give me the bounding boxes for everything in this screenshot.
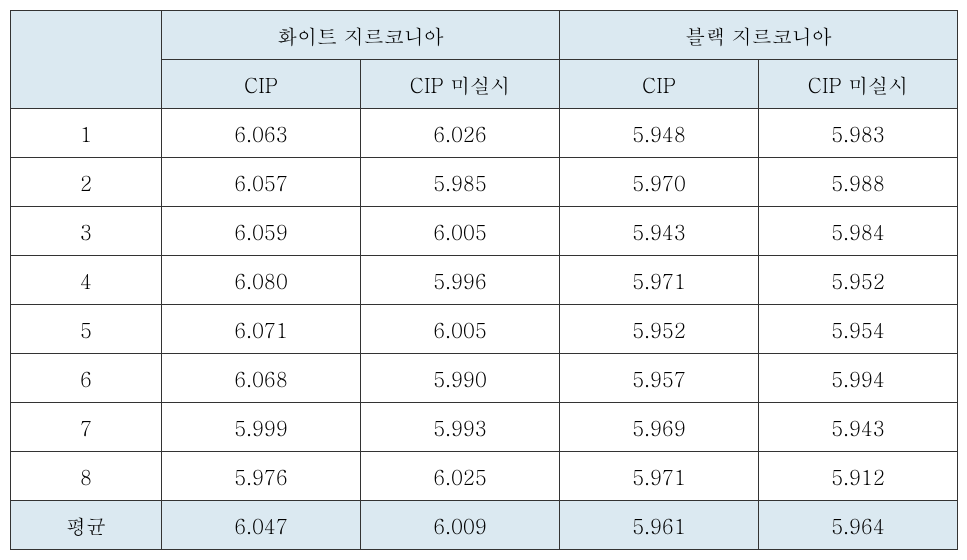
data-cell: 6.068 (162, 354, 361, 403)
table-row: 5 6.071 6.005 5.952 5.954 (11, 305, 958, 354)
data-cell: 6.063 (162, 109, 361, 158)
row-label: 1 (11, 109, 162, 158)
mean-cell: 6.047 (162, 501, 361, 550)
data-cell: 6.005 (361, 305, 560, 354)
data-cell: 6.059 (162, 207, 361, 256)
sub-header-nocip-black: CIP 미실시 (759, 60, 958, 109)
data-cell: 5.984 (759, 207, 958, 256)
row-label: 4 (11, 256, 162, 305)
data-cell: 5.988 (759, 158, 958, 207)
data-cell: 6.005 (361, 207, 560, 256)
data-cell: 5.999 (162, 403, 361, 452)
data-cell: 6.025 (361, 452, 560, 501)
data-cell: 5.990 (361, 354, 560, 403)
data-cell: 5.954 (759, 305, 958, 354)
data-cell: 6.057 (162, 158, 361, 207)
data-cell: 5.952 (759, 256, 958, 305)
row-label: 3 (11, 207, 162, 256)
table-row: 2 6.057 5.985 5.970 5.988 (11, 158, 958, 207)
data-cell: 5.948 (560, 109, 759, 158)
data-cell: 5.971 (560, 256, 759, 305)
table-row: 7 5.999 5.993 5.969 5.943 (11, 403, 958, 452)
data-cell: 5.996 (361, 256, 560, 305)
data-cell: 5.994 (759, 354, 958, 403)
data-cell: 5.993 (361, 403, 560, 452)
group-header-row: 화이트 지르코니아 블랙 지르코니아 (11, 11, 958, 60)
sub-header-cip-black: CIP (560, 60, 759, 109)
data-cell: 5.943 (759, 403, 958, 452)
data-cell: 5.983 (759, 109, 958, 158)
zirconia-data-table: 화이트 지르코니아 블랙 지르코니아 CIP CIP 미실시 CIP CIP 미… (10, 10, 958, 550)
group-header-black: 블랙 지르코니아 (560, 11, 958, 60)
table-row: 3 6.059 6.005 5.943 5.984 (11, 207, 958, 256)
mean-label: 평균 (11, 501, 162, 550)
mean-cell: 5.961 (560, 501, 759, 550)
row-label: 2 (11, 158, 162, 207)
data-cell: 5.957 (560, 354, 759, 403)
data-cell: 5.912 (759, 452, 958, 501)
row-label: 5 (11, 305, 162, 354)
data-cell: 5.943 (560, 207, 759, 256)
table-row: 6 6.068 5.990 5.957 5.994 (11, 354, 958, 403)
data-cell: 6.026 (361, 109, 560, 158)
mean-row: 평균 6.047 6.009 5.961 5.964 (11, 501, 958, 550)
sub-header-nocip-white: CIP 미실시 (361, 60, 560, 109)
table-body: 1 6.063 6.026 5.948 5.983 2 6.057 5.985 … (11, 109, 958, 550)
empty-header (11, 11, 162, 109)
data-cell: 5.969 (560, 403, 759, 452)
data-cell: 5.971 (560, 452, 759, 501)
row-label: 7 (11, 403, 162, 452)
mean-cell: 6.009 (361, 501, 560, 550)
group-header-white: 화이트 지르코니아 (162, 11, 560, 60)
data-cell: 5.970 (560, 158, 759, 207)
table-row: 8 5.976 6.025 5.971 5.912 (11, 452, 958, 501)
table-row: 4 6.080 5.996 5.971 5.952 (11, 256, 958, 305)
mean-cell: 5.964 (759, 501, 958, 550)
data-cell: 6.071 (162, 305, 361, 354)
sub-header-cip-white: CIP (162, 60, 361, 109)
row-label: 6 (11, 354, 162, 403)
table-row: 1 6.063 6.026 5.948 5.983 (11, 109, 958, 158)
data-cell: 5.976 (162, 452, 361, 501)
data-cell: 6.080 (162, 256, 361, 305)
data-cell: 5.985 (361, 158, 560, 207)
row-label: 8 (11, 452, 162, 501)
data-cell: 5.952 (560, 305, 759, 354)
